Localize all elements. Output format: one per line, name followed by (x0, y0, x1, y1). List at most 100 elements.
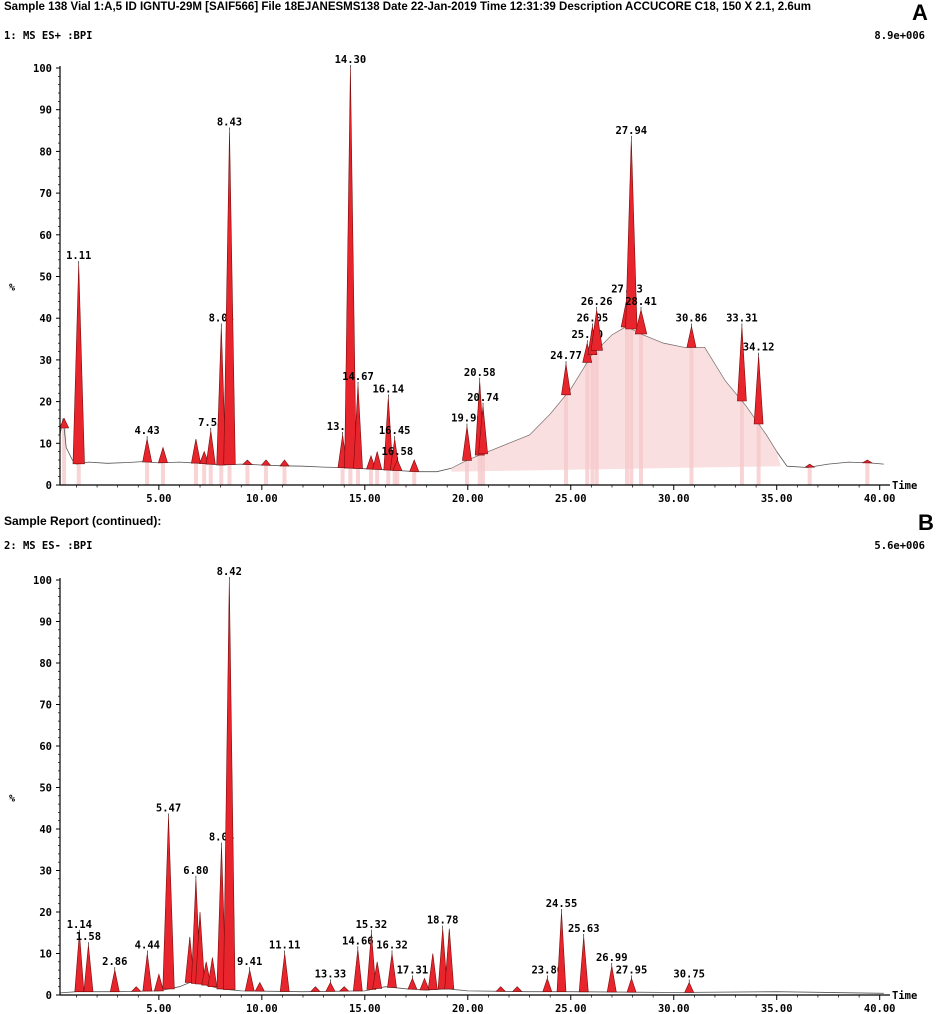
peak (556, 911, 567, 992)
peak (372, 451, 383, 470)
peak-label: 26.99 (596, 952, 628, 964)
y-tick-label: 60 (39, 230, 52, 242)
peak-label: 24.55 (546, 898, 578, 910)
peak (462, 426, 472, 461)
report-subheader: Sample Report (continued): (4, 514, 162, 528)
peak-label: 17.31 (397, 964, 429, 976)
peak (142, 953, 153, 992)
x-tick-label: 20.00 (452, 493, 484, 505)
peak (625, 138, 638, 330)
peak (419, 977, 430, 991)
x-axis-label: Time (892, 480, 917, 492)
integration-band (245, 464, 250, 485)
peak (310, 986, 321, 992)
integration-band (263, 465, 268, 485)
integration-band (412, 471, 417, 485)
integration-band (202, 463, 207, 485)
y-tick-label: 30 (39, 866, 52, 878)
y-tick-label: 50 (39, 783, 52, 795)
peak-label: 11.11 (269, 940, 301, 952)
peak (130, 986, 142, 992)
integration-band (219, 464, 224, 485)
y-tick-label: 70 (39, 188, 52, 200)
peak (626, 977, 637, 993)
peak (344, 67, 357, 469)
peak-label: 16.58 (382, 446, 414, 458)
peak (407, 977, 418, 990)
peak-label: 4.44 (135, 940, 160, 952)
integration-band (282, 465, 287, 485)
peak (392, 459, 403, 471)
x-tick-label: 10.00 (246, 1003, 278, 1014)
y-tick-label: 20 (39, 397, 52, 409)
x-tick-label: 25.00 (555, 493, 587, 505)
peak-label: 30.75 (673, 969, 705, 981)
peak (372, 961, 383, 989)
y-tick-label: 90 (39, 617, 52, 629)
peak (205, 430, 216, 465)
report-header: Sample 138 Vial 1:A,5 ID IGNTU-29M [SAIF… (4, 1, 812, 13)
integration-band (227, 464, 232, 485)
peak (437, 928, 448, 990)
integration-band (208, 464, 213, 485)
peak (542, 977, 553, 992)
peak-label: 7.52 (198, 417, 223, 429)
peak-label: 14.30 (335, 54, 367, 66)
integration-band (375, 469, 380, 485)
peak-label: 4.43 (134, 425, 159, 437)
y-tick-label: 60 (39, 741, 52, 753)
y-tick-label: 100 (33, 575, 52, 587)
peak (153, 973, 164, 992)
peak-label: 1.11 (66, 250, 91, 262)
integration-band (865, 462, 870, 485)
integration-band (386, 469, 391, 485)
integration-band (193, 463, 198, 485)
peak (861, 459, 873, 464)
x-tick-label: 25.00 (555, 1003, 587, 1014)
peak (753, 355, 764, 425)
x-tick-label: 35.00 (761, 493, 793, 505)
x-tick-label: 15.00 (349, 493, 381, 505)
peak (242, 459, 253, 465)
peak (109, 970, 120, 992)
peak-label: 28.41 (625, 296, 657, 308)
peak (279, 953, 290, 992)
peak (191, 439, 201, 464)
baseline-trace (59, 326, 884, 473)
integration-band (395, 470, 400, 485)
y-tick-label: 50 (39, 272, 52, 284)
y-tick-label: 100 (33, 63, 52, 75)
peak-label: 8.43 (217, 117, 242, 129)
x-tick-label: 10.00 (246, 493, 278, 505)
peak (737, 326, 747, 402)
peak (325, 981, 336, 992)
peak (352, 949, 363, 992)
y-tick-label: 90 (39, 105, 52, 117)
peak-label: 19.96 (451, 413, 483, 425)
peak (366, 932, 377, 990)
intensity-b: 5.6e+006 (874, 540, 925, 552)
y-tick-label: 40 (39, 824, 52, 836)
peak-label: 27.95 (616, 964, 648, 976)
peak-label: 23.86 (531, 964, 563, 976)
trace-label-a: 1: MS ES+ :BPI (4, 30, 93, 42)
peak (157, 446, 168, 463)
peak (684, 981, 695, 993)
y-tick-label: 20 (39, 907, 52, 919)
y-tick-label: 0 (46, 480, 52, 492)
peak-label: 8.42 (217, 566, 242, 578)
peak (686, 326, 697, 348)
peak-label: 20.74 (467, 392, 499, 404)
peak (804, 463, 816, 468)
y-tick-label: 30 (39, 355, 52, 367)
peak (383, 397, 394, 471)
peak (223, 130, 236, 465)
peak (260, 459, 272, 466)
intensity-a: 8.9e+006 (874, 30, 925, 42)
peak-label: 18.78 (427, 915, 459, 927)
peak-label: 5.47 (156, 803, 181, 815)
peak (495, 986, 507, 992)
peak-label: 16.45 (379, 425, 411, 437)
peak (216, 326, 227, 466)
peak (634, 309, 648, 335)
